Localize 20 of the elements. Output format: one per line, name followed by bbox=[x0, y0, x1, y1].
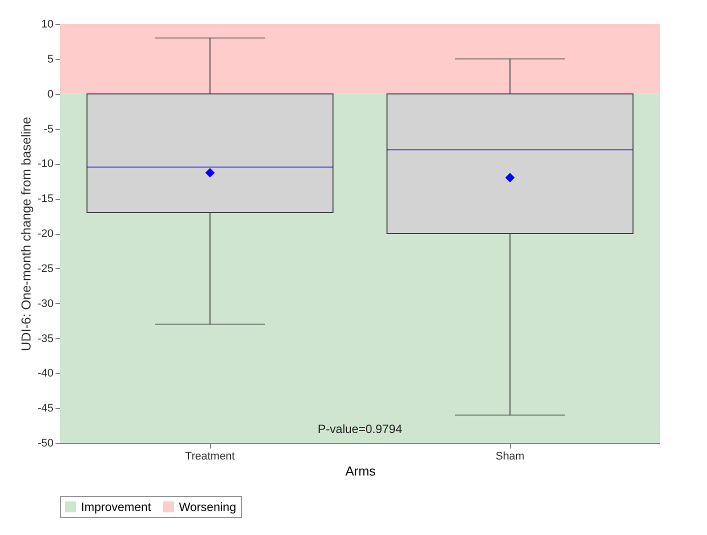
y-tick-label: 5 bbox=[47, 53, 54, 66]
x-tick-label: Treatment bbox=[185, 450, 235, 462]
y-tick-label: -45 bbox=[38, 402, 54, 415]
y-axis-title: UDI-6: One-month change from baseline bbox=[18, 116, 34, 352]
y-tick-label: -5 bbox=[44, 123, 54, 136]
y-tick-label: -20 bbox=[38, 228, 54, 240]
x-tick-label: Sham bbox=[496, 450, 524, 462]
y-tick-label: -10 bbox=[38, 158, 54, 170]
x-axis-title: Arms bbox=[345, 464, 376, 478]
annotation: P-value=0.9794 bbox=[318, 422, 403, 436]
y-tick-label: 0 bbox=[47, 88, 54, 100]
y-tick-label: -50 bbox=[38, 438, 54, 450]
y-tick-label: -15 bbox=[38, 193, 54, 206]
y-tick-label: -25 bbox=[38, 262, 54, 275]
y-tick-label: -30 bbox=[38, 298, 54, 310]
y-tick-label: 10 bbox=[41, 18, 54, 30]
legend-label: Worsening bbox=[179, 500, 236, 514]
y-tick-label: -35 bbox=[38, 332, 54, 345]
y-tick-label: -40 bbox=[38, 368, 54, 380]
legend-label: Improvement bbox=[81, 500, 152, 514]
